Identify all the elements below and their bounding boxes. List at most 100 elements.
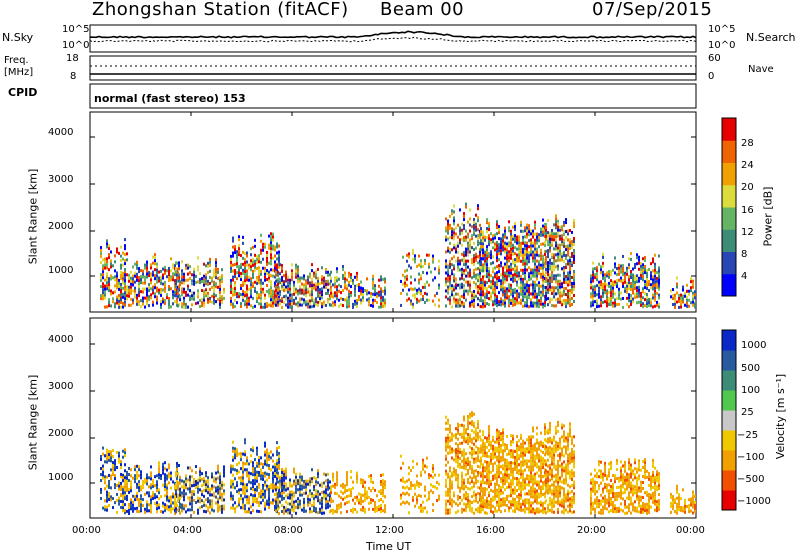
heatmap-cell [309,272,311,276]
heatmap-cell [150,495,152,499]
heatmap-cell [313,509,315,513]
heatmap-cell [565,236,567,240]
heatmap-cell [307,302,309,306]
heatmap-cell [504,292,506,296]
heatmap-cell [217,476,219,480]
heatmap-cell [457,497,459,501]
heatmap-cell [469,271,471,275]
heatmap-cell [410,481,412,485]
heatmap-cell [484,511,486,515]
heatmap-cell [565,263,567,267]
heatmap-cell [189,295,191,299]
heatmap-cell [626,302,628,306]
heatmap-cell [108,473,110,477]
heatmap-cell [193,477,195,481]
heatmap-cell [632,267,634,271]
heatmap-cell [477,240,479,244]
heatmap-cell [166,504,168,508]
heatmap-cell [502,302,504,306]
heatmap-cell [477,234,479,238]
heatmap-cell [325,497,327,501]
heatmap-cell [512,291,514,295]
heatmap-cell [502,299,504,303]
heatmap-cell [459,298,461,302]
heatmap-cell [252,263,254,267]
heatmap-cell [606,292,608,296]
heatmap-cell [268,294,270,298]
heatmap-cell [512,300,514,304]
heatmap-cell [382,494,384,498]
heatmap-cell [534,271,536,275]
heatmap-cell [622,263,624,267]
heatmap-cell [301,282,303,286]
heatmap-cell [179,511,181,515]
heatmap-cell [410,299,412,303]
heatmap-cell [197,481,199,485]
heatmap-cell [272,295,274,299]
heatmap-cell [248,302,250,306]
heatmap-cell [330,276,332,280]
heatmap-cell [459,277,461,281]
heatmap-cell [195,280,197,284]
heatmap-cell [538,299,540,303]
heatmap-cell [199,470,201,474]
heatmap-cell [219,284,221,288]
heatmap-cell [451,257,453,261]
heatmap-cell [482,230,484,234]
heatmap-cell [526,250,528,254]
heatmap-cell [540,227,542,231]
heatmap-cell [276,257,278,261]
heatmap-cell [211,472,213,476]
heatmap-cell [199,299,201,303]
heatmap-cell [120,481,122,485]
heatmap-cell [545,270,547,274]
heatmap-cell [175,483,177,487]
heatmap-cell [136,275,138,279]
heatmap-cell [494,488,496,492]
heatmap-cell [330,285,332,289]
heatmap-cell [293,503,295,507]
heatmap-cell [164,479,166,483]
heatmap-cell [281,266,283,270]
heatmap-cell [488,234,490,238]
heatmap-cell [108,503,110,507]
heatmap-cell [311,296,313,300]
heatmap-cell [590,292,592,296]
heatmap-cell [156,262,158,266]
heatmap-cell [488,276,490,280]
heatmap-cell [108,458,110,462]
heatmap-cell [557,231,559,235]
heatmap-cell [197,499,199,503]
heatmap-cell [428,298,430,302]
heatmap-cell [573,225,575,229]
heatmap-cell [232,440,234,444]
heatmap-cell [330,500,332,504]
heatmap-cell [152,270,154,274]
heatmap-cell [565,275,567,279]
heatmap-cell [327,493,329,497]
heatmap-cell [136,491,138,495]
heatmap-cell [258,275,260,279]
heatmap-cell [354,284,356,288]
heatmap-cell [494,461,496,465]
heatmap-cell [482,439,484,443]
heatmap-cell [315,477,317,481]
heatmap-cell [102,276,104,280]
heatmap-cell [207,300,209,304]
heatmap-cell [536,241,538,245]
heatmap-cell [168,287,170,291]
heatmap-cell [573,261,575,265]
heatmap-cell [162,297,164,301]
heatmap-cell [482,469,484,473]
heatmap-cell [142,480,144,484]
heatmap-cell [268,485,270,489]
heatmap-cell [551,270,553,274]
heatmap-cell [547,264,549,268]
heatmap-cell [175,486,177,490]
heatmap-cell [484,502,486,506]
heatmap-cell [494,284,496,288]
heatmap-cell [530,274,532,278]
heatmap-cell [372,480,374,484]
heatmap-cell [321,266,323,270]
heatmap-cell [240,506,242,510]
